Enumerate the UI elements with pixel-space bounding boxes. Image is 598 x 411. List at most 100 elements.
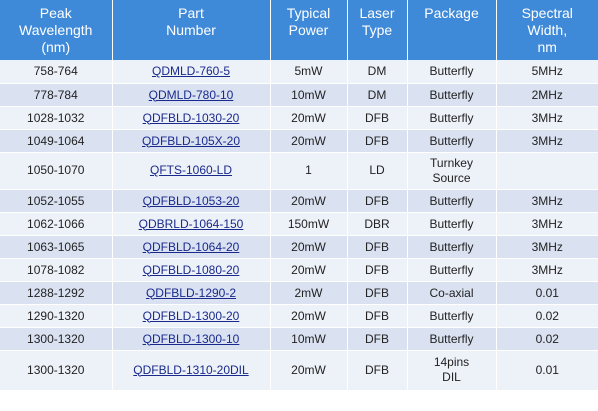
cell-spectral-width: 3MHz xyxy=(496,189,598,213)
cell-wavelength: 1300-1320 xyxy=(0,327,113,351)
cell-spectral-width: 3MHz xyxy=(496,235,598,259)
part-number-link[interactable]: QDFBLD-1053-20 xyxy=(142,193,240,208)
header-text-line: Typical xyxy=(286,5,331,21)
cell-laser-type: DFB xyxy=(347,350,408,391)
part-number-link[interactable]: QDFBLD-1064-20 xyxy=(142,239,240,254)
part-number-link[interactable]: QDFBLD-1300-20 xyxy=(142,308,240,323)
package-text: Butterfly xyxy=(429,193,474,208)
cell-spectral-width: 3MHz xyxy=(496,212,598,236)
cell-laser-type: DFB xyxy=(347,189,408,213)
part-number-link[interactable]: QDFBLD-1290-2 xyxy=(145,285,237,300)
cell-part-number: QDFBLD-105X-20 xyxy=(112,129,271,153)
part-number-link[interactable]: QDFBLD-1030-20 xyxy=(142,110,240,125)
cell-wavelength: 1052-1055 xyxy=(0,189,113,213)
part-number-link[interactable]: QDFBLD-1080-20 xyxy=(142,262,240,277)
part-number-link[interactable]: QDFBLD-1310-20DIL xyxy=(133,362,249,377)
cell-package: Turnkey Source xyxy=(407,152,497,190)
cell-laser-type: DBR xyxy=(347,212,408,236)
package-text: Butterfly xyxy=(429,110,474,125)
header-text-line: (nm) xyxy=(41,39,71,55)
cell-part-number: QDFBLD-1064-20 xyxy=(112,235,271,259)
cell-part-number: QDFBLD-1310-20DIL xyxy=(112,350,271,391)
part-number-link[interactable]: QDFBLD-1300-10 xyxy=(142,331,240,346)
part-number-link[interactable]: QDBRLD-1064-150 xyxy=(138,216,244,231)
cell-part-number: QDFBLD-1030-20 xyxy=(112,106,271,130)
cell-package: Butterfly xyxy=(407,235,497,259)
cell-laser-type: DFB xyxy=(347,106,408,130)
cell-package: Butterfly xyxy=(407,304,497,328)
table-row: 1052-1055 QDFBLD-1053-20 20mW DFB Butterfly 3… xyxy=(0,189,598,213)
cell-package: Co-axial xyxy=(407,281,497,305)
cell-wavelength: 1028-1032 xyxy=(0,106,113,130)
header-text-line: nm xyxy=(537,39,557,55)
table-header-row: Peak Wavelength (nm) Part Number Typical Power… xyxy=(0,0,598,60)
table-row: 1290-1320 QDFBLD-1300-20 20mW DFB Butterfly 0… xyxy=(0,304,598,328)
cell-wavelength: 1078-1082 xyxy=(0,258,113,282)
cell-package: Butterfly xyxy=(407,83,497,107)
cell-part-number: QDBRLD-1064-150 xyxy=(112,212,271,236)
cell-spectral-width: 0.02 xyxy=(496,304,598,328)
cell-power: 20mW xyxy=(270,350,348,391)
cell-wavelength: 1300-1320 xyxy=(0,350,113,391)
cell-power: 150mW xyxy=(270,212,348,236)
header-text-line: Power xyxy=(288,22,329,38)
table-row: 1062-1066 QDBRLD-1064-150 150mW DBR Butterfl… xyxy=(0,212,598,236)
table-row: 778-784 QDMLD-780-10 10mW DM Butterfly 2MHz xyxy=(0,83,598,107)
package-text: Butterfly xyxy=(429,64,474,79)
header-text-line: Wavelength xyxy=(19,22,93,38)
table-row: 1300-1320 QDFBLD-1310-20DIL 20mW DFB 14pins D… xyxy=(0,350,598,391)
header-text-line: Width, xyxy=(527,22,568,38)
cell-package: Butterfly xyxy=(407,106,497,130)
cell-package: Butterfly xyxy=(407,258,497,282)
header-text-line: Laser xyxy=(359,5,395,21)
col-header-power: Typical Power xyxy=(270,0,348,60)
cell-laser-type: DFB xyxy=(347,235,408,259)
cell-part-number: QDFBLD-1300-10 xyxy=(112,327,271,351)
cell-part-number: QDFBLD-1053-20 xyxy=(112,189,271,213)
cell-part-number: QDFBLD-1300-20 xyxy=(112,304,271,328)
cell-spectral-width: 3MHz xyxy=(496,106,598,130)
cell-power: 2mW xyxy=(270,281,348,305)
package-text: DIL xyxy=(442,370,461,384)
cell-power: 20mW xyxy=(270,235,348,259)
cell-wavelength: 1049-1064 xyxy=(0,129,113,153)
cell-laser-type: DM xyxy=(347,60,408,84)
cell-laser-type: LD xyxy=(347,152,408,190)
cell-part-number: QDFBLD-1080-20 xyxy=(112,258,271,282)
cell-power: 20mW xyxy=(270,189,348,213)
part-number-link[interactable]: QDMLD-780-10 xyxy=(148,87,234,102)
col-header-spectral-width: Spectral Width, nm xyxy=(496,0,598,60)
cell-power: 20mW xyxy=(270,106,348,130)
cell-spectral-width: 0.01 xyxy=(496,350,598,391)
cell-laser-type: DFB xyxy=(347,258,408,282)
header-text-line: Part xyxy=(178,5,204,21)
cell-spectral-width: 3MHz xyxy=(496,129,598,153)
part-number-link[interactable]: QDFBLD-105X-20 xyxy=(141,133,241,148)
package-text: Source xyxy=(432,170,471,185)
part-number-link[interactable]: QFTS-1060-LD xyxy=(149,163,233,177)
cell-laser-type: DFB xyxy=(347,281,408,305)
part-number-link[interactable]: QDMLD-760-5 xyxy=(151,64,231,79)
cell-wavelength: 1290-1320 xyxy=(0,304,113,328)
cell-power: 20mW xyxy=(270,129,348,153)
cell-spectral-width: 0.02 xyxy=(496,327,598,351)
cell-spectral-width: 5MHz xyxy=(496,60,598,84)
table-row: 1078-1082 QDFBLD-1080-20 20mW DFB Butterfly 3… xyxy=(0,258,598,282)
header-text-line: Package xyxy=(424,5,479,21)
col-header-laser-type: Laser Type xyxy=(347,0,408,60)
package-text: Butterfly xyxy=(429,216,474,231)
col-header-wavelength: Peak Wavelength (nm) xyxy=(0,0,113,60)
package-text: Turnkey xyxy=(430,155,473,170)
col-header-part-number: Part Number xyxy=(112,0,271,60)
table-row: 1063-1065 QDFBLD-1064-20 20mW DFB Butterfly 3… xyxy=(0,235,598,259)
cell-power: 5mW xyxy=(270,60,348,84)
cell-laser-type: DM xyxy=(347,83,408,107)
cell-wavelength: 778-784 xyxy=(0,83,113,107)
table-row: 1049-1064 QDFBLD-105X-20 20mW DFB Butterfly 3… xyxy=(0,129,598,153)
cell-laser-type: DFB xyxy=(347,129,408,153)
package-text: Co-axial xyxy=(429,285,474,300)
cell-package: 14pins DIL xyxy=(407,350,497,391)
laser-spec-table: Peak Wavelength (nm) Part Number Typical Power… xyxy=(0,0,598,391)
cell-laser-type: DFB xyxy=(347,327,408,351)
table-body: 758-764 QDMLD-760-5 5mW DM Butterfly 5MHz 778-… xyxy=(0,60,598,391)
